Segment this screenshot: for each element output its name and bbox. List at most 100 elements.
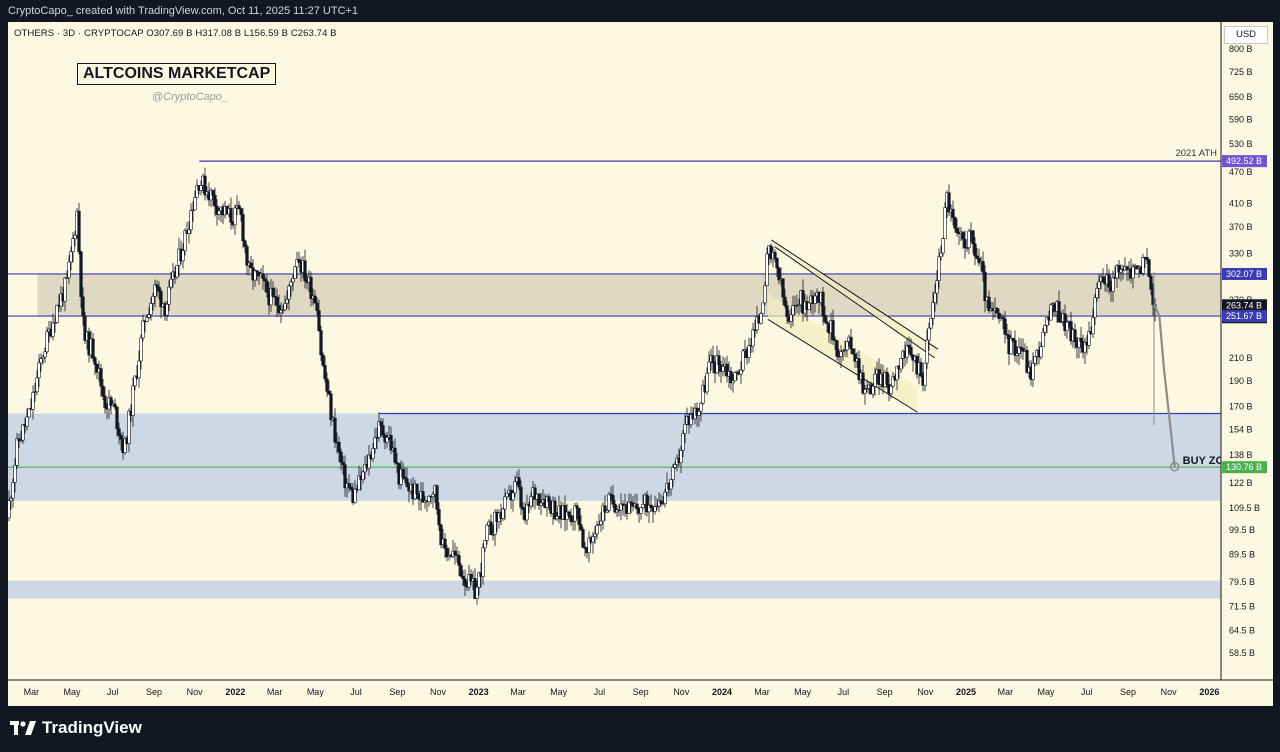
- candle: [99, 368, 103, 387]
- candle: [997, 312, 1001, 319]
- candle: [781, 278, 785, 298]
- candle: [907, 344, 911, 348]
- y-tick-label: 79.5 B: [1229, 577, 1255, 587]
- candle: [63, 277, 67, 302]
- candle: [287, 285, 291, 300]
- candle: [581, 529, 585, 548]
- candle: [1057, 301, 1061, 323]
- candle: [309, 276, 313, 299]
- candle: [977, 257, 981, 264]
- candle: [37, 362, 41, 379]
- candle: [555, 515, 559, 520]
- candle: [861, 372, 865, 394]
- candle: [453, 550, 457, 556]
- candle: [987, 296, 991, 312]
- y-tick-label: 370 B: [1229, 222, 1253, 232]
- y-tick-label: 470 B: [1229, 167, 1253, 177]
- candle: [583, 547, 587, 549]
- x-tick-label: Jul: [1081, 687, 1093, 697]
- candle: [601, 505, 605, 522]
- candle: [459, 565, 463, 577]
- candle: [469, 574, 473, 582]
- candle: [255, 270, 259, 273]
- candle: [1141, 257, 1145, 274]
- candle: [189, 210, 193, 231]
- candle: [539, 502, 543, 506]
- candle: [517, 477, 521, 488]
- candle: [435, 485, 439, 510]
- candle: [1059, 321, 1063, 323]
- currency-button[interactable]: USD: [1224, 26, 1268, 44]
- candle: [445, 548, 449, 558]
- candle: [477, 572, 481, 588]
- candle: [1005, 333, 1009, 336]
- candle: [933, 292, 937, 304]
- candle: [519, 486, 523, 508]
- buy-zone: [8, 413, 1221, 501]
- candle: [1033, 356, 1037, 364]
- candle: [567, 511, 571, 516]
- candle: [389, 435, 393, 451]
- resistance-bottom-tag: [1222, 310, 1267, 323]
- candle: [1131, 266, 1135, 279]
- y-tick-label: 122 B: [1229, 478, 1253, 488]
- candle: [455, 554, 459, 556]
- candle: [1039, 346, 1043, 358]
- y-tick-label: 410 B: [1229, 198, 1253, 208]
- candle: [1003, 318, 1007, 335]
- candle: [21, 424, 25, 441]
- candle: [243, 240, 247, 247]
- candle: [375, 437, 379, 439]
- candle: [697, 410, 701, 416]
- candle: [973, 243, 977, 257]
- candle: [187, 229, 191, 234]
- candle: [927, 327, 931, 341]
- candle: [405, 478, 409, 487]
- candle: [937, 256, 941, 281]
- axes-layer: 800 B 725 B 650 B 590 B 530 B 470 B 410 B 370 B…: [8, 22, 1273, 706]
- candle: [593, 533, 597, 538]
- candle: [167, 286, 171, 305]
- candle: [609, 493, 613, 496]
- candle: [863, 389, 867, 394]
- candle: [347, 483, 351, 488]
- tradingview-logo[interactable]: TradingView: [10, 718, 142, 738]
- candle: [55, 304, 59, 323]
- channel-mid-line: [774, 246, 935, 359]
- candle: [35, 377, 39, 393]
- candle: [785, 305, 789, 317]
- candle: [597, 524, 601, 526]
- candle: [39, 358, 43, 364]
- candle: [797, 304, 801, 307]
- candle: [629, 501, 633, 504]
- candle: [653, 506, 657, 512]
- candle: [443, 538, 447, 549]
- ath-label: 2021 ATH: [1175, 148, 1217, 159]
- candle: [783, 296, 787, 306]
- candle: [249, 262, 253, 268]
- candle: [923, 362, 927, 386]
- candle: [385, 437, 389, 443]
- candle: [899, 358, 903, 370]
- x-tick-label: Nov: [430, 687, 447, 697]
- candle: [333, 417, 337, 443]
- x-tick-label: May: [794, 687, 812, 697]
- candle: [751, 329, 755, 347]
- candle: [825, 321, 829, 324]
- candle: [233, 207, 237, 226]
- candle: [175, 264, 179, 278]
- candle: [789, 314, 793, 322]
- candle: [791, 305, 795, 316]
- candle: [151, 296, 155, 304]
- candle: [681, 433, 685, 451]
- candle: [925, 339, 929, 364]
- y-tick-label: 330 B: [1229, 249, 1253, 259]
- candle: [611, 495, 615, 505]
- candle: [1073, 329, 1077, 342]
- candle: [689, 414, 693, 426]
- x-tick-label: 2024: [712, 687, 732, 697]
- candle: [193, 197, 197, 211]
- candle: [327, 390, 331, 395]
- x-tick-label: May: [1037, 687, 1055, 697]
